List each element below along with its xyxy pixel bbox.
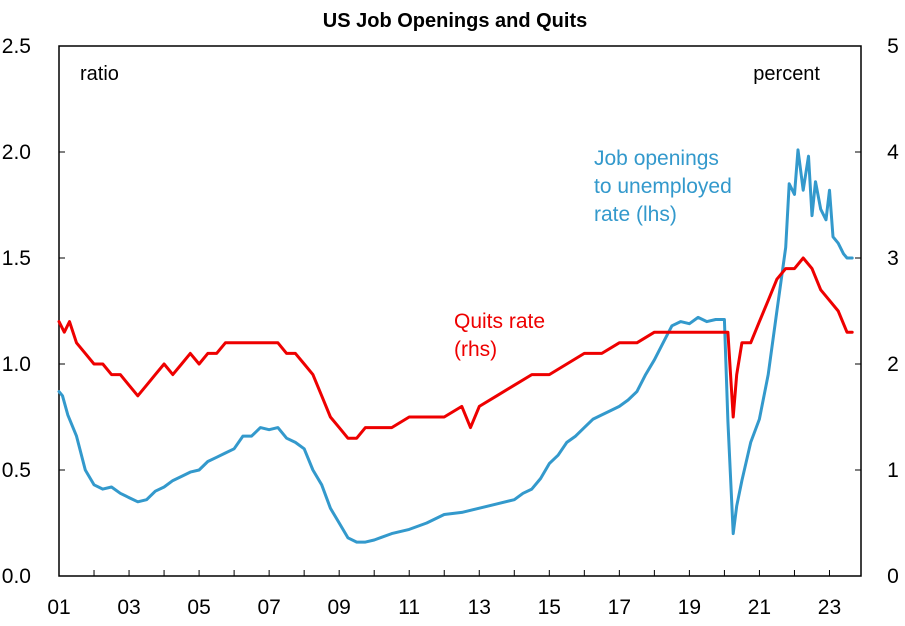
left-tick-label: 2.5 bbox=[2, 35, 31, 58]
left-tick-label: 1.5 bbox=[2, 247, 31, 270]
x-tick-label: 19 bbox=[678, 596, 701, 619]
right-axis: 0 1 2 3 4 5 bbox=[855, 35, 899, 588]
job-openings-line bbox=[57, 148, 854, 544]
x-tick-label: 07 bbox=[257, 596, 280, 619]
series-label-openings-line1: Job openings bbox=[594, 147, 719, 170]
series-label-quits-line2: (rhs) bbox=[454, 338, 497, 361]
chart-title: US Job Openings and Quits bbox=[323, 10, 587, 32]
x-tick-label: 11 bbox=[398, 596, 420, 619]
left-axis: 0.0 0.5 1.0 1.5 2.0 2.5 bbox=[2, 35, 65, 588]
right-tick-label: 4 bbox=[887, 141, 899, 164]
plot-area bbox=[58, 45, 862, 577]
series-lines bbox=[57, 148, 854, 544]
left-tick-label: 2.0 bbox=[2, 141, 31, 164]
x-tick-label: 13 bbox=[468, 596, 491, 619]
right-tick-label: 1 bbox=[887, 459, 899, 482]
x-tick-label: 05 bbox=[187, 596, 210, 619]
right-tick-label: 2 bbox=[887, 353, 899, 376]
x-tick-label: 23 bbox=[818, 596, 841, 619]
left-tick-label: 1.0 bbox=[2, 353, 31, 376]
x-tick-label: 15 bbox=[538, 596, 561, 619]
series-label-openings-line2: to unemployed bbox=[594, 175, 732, 198]
x-tick-label: 21 bbox=[748, 596, 771, 619]
right-tick-label: 3 bbox=[887, 247, 899, 270]
series-label-openings: Job openings to unemployed rate (lhs) bbox=[594, 147, 738, 226]
right-tick-label: 5 bbox=[887, 35, 899, 58]
quits-rate-line bbox=[57, 256, 854, 440]
left-axis-unit: ratio bbox=[80, 63, 119, 85]
left-tick-label: 0.0 bbox=[2, 565, 31, 588]
x-axis: 01 03 05 07 09 11 13 15 17 19 21 23 bbox=[47, 570, 841, 619]
right-tick-label: 0 bbox=[887, 565, 899, 588]
x-tick-label: 01 bbox=[47, 596, 70, 619]
series-label-quits: Quits rate (rhs) bbox=[454, 310, 551, 361]
right-axis-unit: percent bbox=[753, 63, 820, 85]
series-label-openings-line3: rate (lhs) bbox=[594, 203, 677, 226]
left-tick-label: 0.5 bbox=[2, 459, 31, 482]
x-tick-label: 17 bbox=[608, 596, 631, 619]
x-tick-label: 03 bbox=[117, 596, 140, 619]
series-label-quits-line1: Quits rate bbox=[454, 310, 545, 333]
x-tick-label: 09 bbox=[327, 596, 350, 619]
